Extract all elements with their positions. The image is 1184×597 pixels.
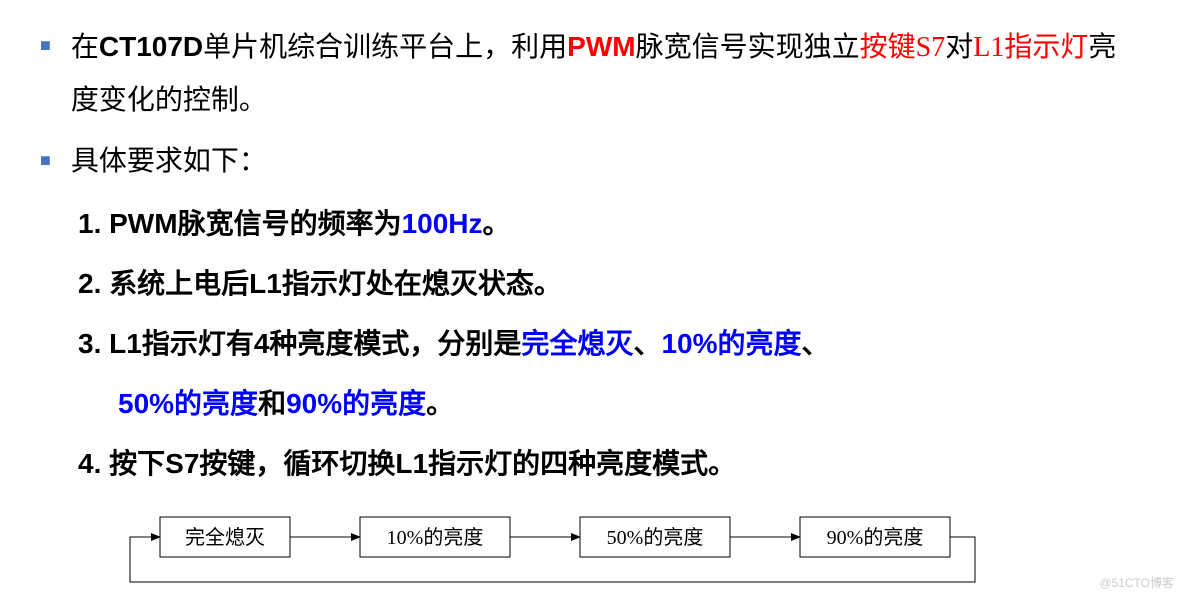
text-part: L1指示灯	[973, 32, 1088, 63]
text-part: L1	[395, 448, 428, 479]
text-part: 完全熄灭	[521, 328, 633, 359]
watermark: @51CTO博客	[1099, 574, 1174, 591]
text-part: 脉宽信号实现独立	[636, 32, 860, 63]
diagram-box-label: 50%的亮度	[607, 526, 704, 549]
text-part: 按键，循环切换	[199, 448, 395, 479]
bullet-marker: ■	[40, 28, 51, 127]
diagram-box-label: 10%的亮度	[387, 526, 484, 549]
text-part: 、	[802, 328, 830, 359]
requirements-list: 1. PWM脉宽信号的频率为100Hz。 2. 系统上电后L1指示灯处在熄灭状态…	[78, 197, 1144, 492]
item-3b: 50%的亮度和90%的亮度。	[78, 377, 1144, 431]
text-part: 。	[483, 208, 511, 239]
text-part: 脉宽信号的频率为	[178, 208, 402, 239]
bullet-marker: ■	[40, 143, 51, 188]
text-part: 按下	[109, 448, 165, 479]
text-part: 90%	[286, 388, 342, 419]
text-part: CT107D	[99, 31, 203, 62]
text-part: L1	[249, 268, 282, 299]
text-part: 系统上电后	[109, 268, 249, 299]
text-part: 、	[633, 328, 661, 359]
text-part: 的亮度	[718, 328, 802, 359]
diagram-box-label: 完全熄灭	[185, 526, 265, 549]
bullet-2: ■ 具体要求如下：	[40, 135, 1144, 188]
diagram-box-label: 90%的亮度	[827, 526, 924, 549]
bullet-2-content: 具体要求如下：	[71, 135, 267, 188]
text-part: 4	[254, 328, 270, 359]
text-part: 和	[258, 388, 286, 419]
text-part: PWM	[567, 31, 635, 62]
text-part: 单片机综合训练平台上，利用	[203, 32, 567, 63]
item-2: 2. 系统上电后L1指示灯处在熄灭状态。	[78, 257, 1144, 311]
text-part: 50%	[118, 388, 174, 419]
text-part: 按键S7	[860, 32, 946, 63]
text-part: 1. PWM	[78, 208, 178, 239]
item-3: 3. L1指示灯有4种亮度模式，分别是完全熄灭、10%的亮度、	[78, 317, 1144, 371]
text-part: 100Hz	[402, 208, 483, 239]
text-part: 在	[71, 32, 99, 63]
item-4: 4. 按下S7按键，循环切换L1指示灯的四种亮度模式。	[78, 437, 1144, 491]
state-diagram: 完全熄灭 10%的亮度 50%的亮度 90%的亮度	[100, 512, 1084, 592]
text-part: 的亮度	[174, 388, 258, 419]
text-part: 4.	[78, 448, 109, 479]
text-part: 3. L1	[78, 328, 142, 359]
bullet-1: ■ 在CT107D单片机综合训练平台上，利用PWM脉宽信号实现独立按键S7对L1…	[40, 20, 1144, 127]
text-part: 种亮度模式，分别是	[269, 328, 521, 359]
diagram-svg: 完全熄灭 10%的亮度 50%的亮度 90%的亮度	[100, 507, 1084, 597]
text-part: S7	[165, 448, 199, 479]
bullet-1-content: 在CT107D单片机综合训练平台上，利用PWM脉宽信号实现独立按键S7对L1指示…	[71, 20, 1144, 127]
text-part: 。	[426, 388, 454, 419]
item-1: 1. PWM脉宽信号的频率为100Hz。	[78, 197, 1144, 251]
text-part: 指示灯处在熄灭状态。	[282, 268, 562, 299]
text-part: 指示灯的四种亮度模式。	[428, 448, 736, 479]
text-part: 指示灯有	[142, 328, 254, 359]
text-part: 10%	[661, 328, 717, 359]
text-part: 对	[945, 32, 973, 63]
text-part: 的亮度	[342, 388, 426, 419]
text-part: 2.	[78, 268, 109, 299]
